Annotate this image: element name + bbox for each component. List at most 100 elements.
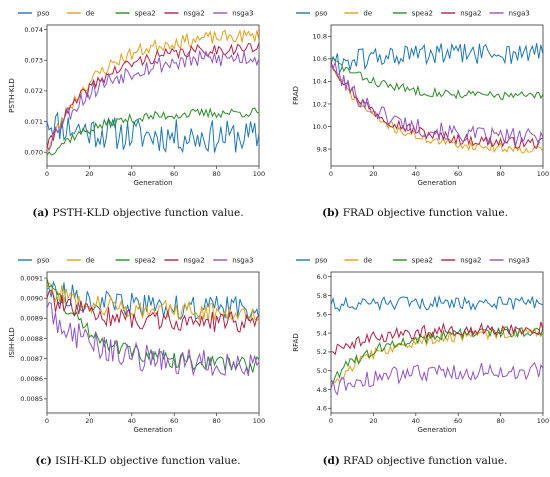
y-tick-label: 4.8 (317, 386, 327, 394)
y-tick-label: 10.2 (313, 100, 327, 108)
legend-label-nsga3: nsga3 (232, 10, 253, 18)
legend-label-nsga3: nsga3 (509, 10, 530, 18)
y-axis-label: FRAD (292, 86, 300, 105)
x-axis-label: Generation (133, 426, 172, 434)
y-tick-label: 5.0 (317, 367, 327, 375)
x-tick-label: 100 (537, 170, 549, 178)
x-tick-label: 20 (85, 417, 93, 425)
legend: pso de spea2 nsga2 nsga3 (296, 257, 530, 265)
x-tick-label: 0 (45, 417, 49, 425)
x-tick-label: 60 (170, 417, 178, 425)
plot-area (330, 271, 544, 414)
legend-label-nsga2: nsga2 (460, 10, 481, 18)
legend-label-spea2: spea2 (135, 10, 156, 18)
x-tick-label: 20 (369, 417, 377, 425)
y-tick-label: 0.073 (24, 57, 43, 65)
y-tick-label: 9.8 (317, 145, 327, 153)
series-line-spea2 (331, 326, 543, 384)
y-tick-label: 0.0085 (20, 395, 43, 403)
series-line-spea2 (47, 277, 259, 374)
x-tick-label: 80 (212, 417, 220, 425)
x-tick-label: 100 (253, 417, 265, 425)
x-tick-label: 80 (496, 170, 504, 178)
legend: pso de spea2 nsga2 nsga3 (18, 257, 253, 265)
caption-label: (d) (323, 455, 340, 467)
legend-label-de: de (363, 257, 372, 265)
legend-label-de: de (86, 257, 95, 265)
y-tick-label: 4.6 (317, 405, 327, 413)
x-tick-label: 20 (85, 170, 93, 178)
legend: pso de spea2 nsga2 nsga3 (18, 10, 253, 18)
caption-text: PSTH-KLD objective function value. (49, 207, 244, 219)
x-axis-label: Generation (417, 179, 456, 187)
y-tick-label: 10.4 (313, 78, 327, 86)
caption-text: RFAD objective function value. (340, 455, 508, 467)
series-line-spea2 (331, 57, 543, 101)
y-tick-label: 0.070 (24, 149, 43, 157)
legend-label-nsga2: nsga2 (460, 257, 481, 265)
y-axis-label: RFAD (292, 333, 300, 351)
y-tick-label: 0.0089 (20, 315, 43, 323)
legend-label-pso: pso (315, 10, 327, 18)
series-line-pso (331, 294, 543, 313)
series-line-nsga3 (47, 49, 259, 151)
y-axis-label: PSTH-KLD (8, 78, 16, 113)
x-axis-label: Generation (417, 426, 456, 434)
series-line-nsga2 (47, 289, 259, 333)
x-tick-label: 40 (412, 417, 420, 425)
caption-label: (b) (322, 207, 339, 219)
y-tick-label: 0.0091 (20, 274, 43, 282)
legend-label-de: de (86, 10, 95, 18)
y-tick-label: 0.072 (24, 87, 43, 95)
caption-text: FRAD objective function value. (339, 207, 507, 219)
legend-label-de: de (363, 10, 372, 18)
legend-label-nsga3: nsga3 (509, 257, 530, 265)
panel-caption: (b) FRAD objective function value. (322, 207, 508, 219)
y-tick-label: 5.4 (317, 329, 327, 337)
y-tick-label: 5.8 (317, 292, 327, 300)
series-line-nsga3 (331, 361, 543, 396)
series-line-de (331, 64, 543, 154)
y-tick-label: 10.6 (313, 55, 327, 63)
x-tick-label: 20 (369, 170, 377, 178)
chart-panel-4: 0 20 40 60 80 100 4.6 4.8 5.0 5.2 5.4 5.6 5.8 6.0 Gene… (292, 257, 549, 468)
legend-label-nsga2: nsga2 (183, 10, 204, 18)
legend-label-spea2: spea2 (135, 257, 156, 265)
series-line-nsga3 (331, 62, 543, 147)
y-tick-label: 0.074 (24, 26, 43, 34)
y-tick-label: 10.8 (313, 33, 327, 41)
caption-text: ISIH-KLD objective function value. (52, 455, 241, 467)
y-axis-label: ISIH-KLD (8, 327, 16, 357)
legend-label-pso: pso (315, 257, 327, 265)
x-tick-label: 0 (329, 170, 333, 178)
series-line-nsga2 (331, 321, 543, 356)
series-line-nsga3 (47, 301, 259, 377)
panel-caption: (d) RFAD objective function value. (323, 455, 508, 467)
legend-label-pso: pso (37, 10, 49, 18)
plot-area (46, 271, 260, 414)
chart-panel-3: 0 20 40 60 80 100 0.0085 0.0086 0.0087 0.0088 0.00… (8, 257, 265, 468)
x-tick-label: 60 (454, 417, 462, 425)
x-tick-label: 80 (212, 170, 220, 178)
y-tick-label: 5.2 (317, 348, 327, 356)
x-tick-label: 40 (412, 170, 420, 178)
panel-caption: (a) PSTH-KLD objective function value. (32, 207, 243, 219)
series-line-de (331, 327, 543, 386)
y-tick-label: 0.0086 (20, 375, 43, 383)
x-axis-label: Generation (133, 179, 172, 187)
x-tick-label: 40 (128, 170, 136, 178)
y-tick-label: 10.0 (313, 123, 327, 131)
chart-panel-1: 0 20 40 60 80 100 0.070 0.071 0.072 0.073 0.074 Gen… (8, 10, 265, 220)
series-line-spea2 (47, 107, 259, 156)
x-tick-label: 100 (253, 170, 265, 178)
series-line-pso (331, 42, 543, 75)
x-tick-label: 40 (128, 417, 136, 425)
x-tick-label: 100 (537, 417, 549, 425)
y-tick-label: 6.0 (317, 273, 327, 281)
legend-label-nsga2: nsga2 (183, 257, 204, 265)
y-tick-label: 0.0088 (20, 335, 43, 343)
panel-caption: (c) ISIH-KLD objective function value. (35, 455, 240, 467)
x-tick-label: 0 (329, 417, 333, 425)
legend-label-spea2: spea2 (412, 10, 433, 18)
